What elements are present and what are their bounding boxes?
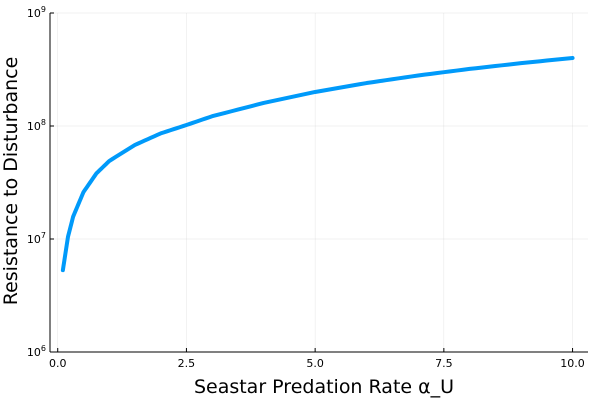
x-axis-label: Seastar Predation Rate α_U [194,376,454,398]
y-tick-base: 10 [27,120,41,133]
y-tick-exponent: 9 [41,5,46,14]
x-tick-label: 5.0 [306,357,324,370]
y-tick-label: 106 [27,344,46,359]
y-tick-label: 108 [27,118,46,133]
y-tick-base: 10 [27,7,41,20]
y-tick-label: 107 [27,231,46,246]
y-tick-exponent: 8 [41,118,46,127]
y-tick-base: 10 [27,346,41,359]
y-axis-label: Resistance to Disturbance [0,57,22,306]
y-tick-base: 10 [27,233,41,246]
x-tick-label: 2.5 [178,357,196,370]
x-tick-label: 0.0 [49,357,67,370]
y-tick-exponent: 7 [41,231,46,240]
y-tick-exponent: 6 [41,344,46,353]
x-tick-label: 10.0 [560,357,585,370]
axes [49,12,588,353]
series-line [60,55,575,273]
y-tick-label: 109 [27,5,46,20]
x-tick-label: 7.5 [435,357,453,370]
series [60,55,575,273]
